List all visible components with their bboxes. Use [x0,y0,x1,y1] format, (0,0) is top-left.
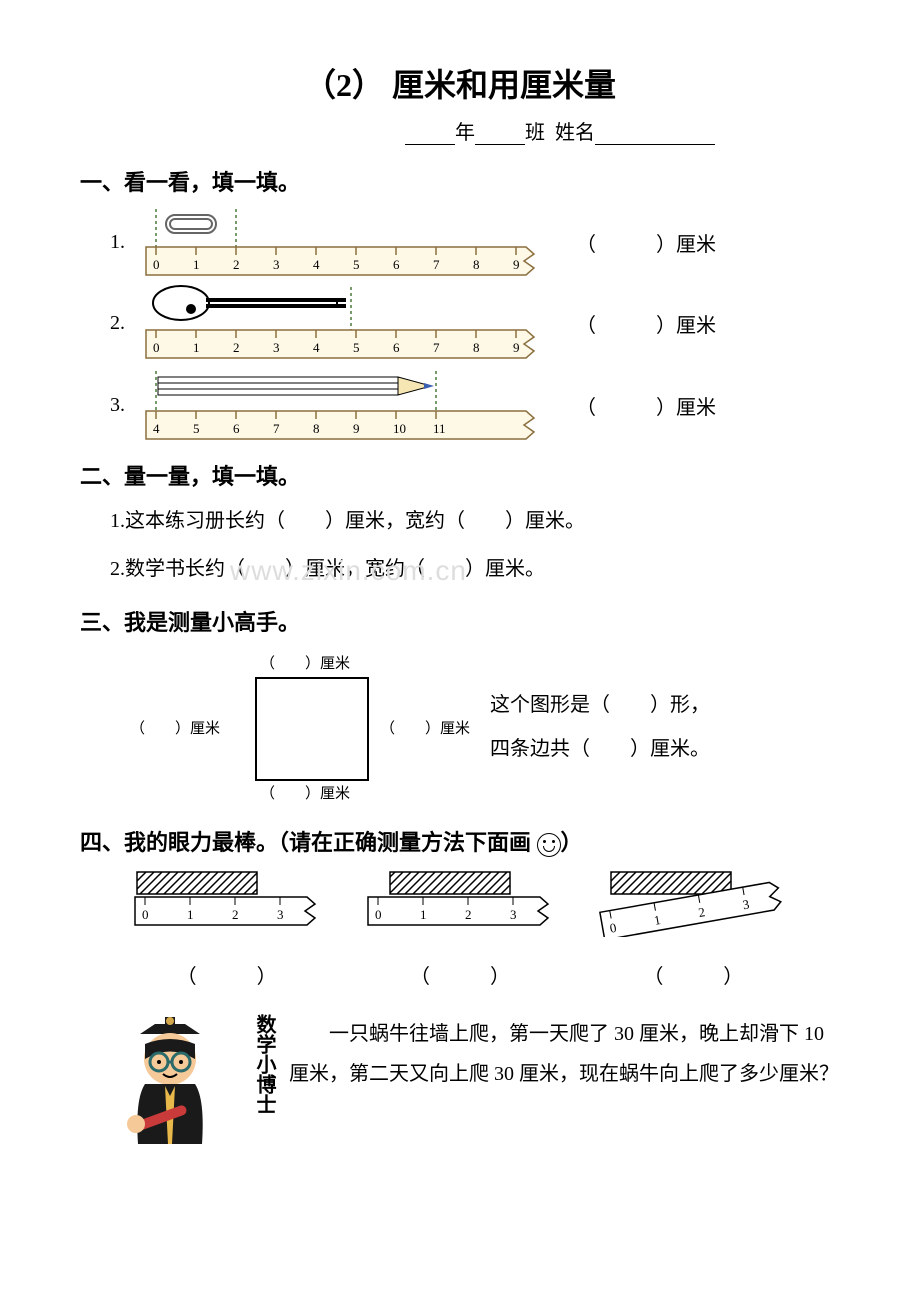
name-blank[interactable] [595,124,715,145]
svg-text:1: 1 [193,257,200,272]
section2-q2-text: 2.数学书长约（ ）厘米，宽约（ ）厘米。 [110,558,545,580]
svg-text:9: 9 [353,421,360,436]
q2-answer[interactable]: （ ）厘米 [576,309,716,338]
section4-head: 四、我的眼力最棒。（请在正确测量方法下面画 ） [80,825,840,857]
svg-text:5: 5 [193,421,200,436]
svg-text:1: 1 [193,340,200,355]
q2-row: 2. 0 1 2 3 4 5 6 7 8 9 （ ）厘米 [110,285,840,361]
name-label: 姓名 [555,122,595,144]
svg-text:6: 6 [233,421,240,436]
svg-text:2: 2 [233,257,240,272]
q1-answer[interactable]: （ ）厘米 [576,228,716,257]
q1-figure: 0 1 2 3 4 5 6 7 8 9 [136,207,536,277]
square-box [255,677,369,781]
svg-text:10: 10 [393,421,406,436]
class-blank[interactable] [475,124,525,145]
svg-text:1: 1 [420,907,427,922]
svg-text:2: 2 [465,907,472,922]
svg-text:7: 7 [433,257,440,272]
svg-text:2: 2 [232,907,239,922]
svg-text:0: 0 [375,907,382,922]
svg-text:3: 3 [273,257,280,272]
eye-item-2: 0 1 2 3 （ ） [360,867,560,989]
shape-top-label[interactable]: （ ）厘米 [260,652,350,673]
shape-desc1[interactable]: 这个图形是（ ）形， [490,683,710,727]
page-title: （2） 厘米和用厘米量 [80,60,840,106]
section2-q2[interactable]: 2.数学书长约（ ）厘米，宽约（ ）厘米。 www.zixin.com.cn [110,551,840,587]
svg-text:0: 0 [153,340,160,355]
q3-answer[interactable]: （ ）厘米 [576,391,716,420]
class-label: 班 [525,122,545,144]
q2-num: 2. [110,312,136,335]
section4-head-prefix: 四、我的眼力最棒。（请在正确测量方法下面画 [80,830,537,855]
shape-right-label[interactable]: （ ）厘米 [380,717,470,738]
smiley-icon [537,833,561,857]
svg-text:5: 5 [353,257,360,272]
doctor-section: 数学小博士 一只蜗牛往墙上爬，第一天爬了 30 厘米，晚上却滑下 10 厘米，第… [110,1014,840,1159]
name-line: 年 班 姓名 [280,116,840,145]
svg-text:5: 5 [353,340,360,355]
svg-text:3: 3 [277,907,284,922]
eye-ruler-3: 0123 [593,867,793,937]
svg-text:1: 1 [187,907,194,922]
section4-head-suffix: ） [561,830,583,855]
eye-paren-1[interactable]: （ ） [127,960,327,989]
svg-text:4: 4 [153,421,160,436]
q1-row: 1. 0 1 2 3 4 5 6 7 8 9 （ ）厘米 [110,207,840,277]
shape-bottom-label[interactable]: （ ）厘米 [260,782,350,803]
doctor-label: 数学小博士 [250,1014,279,1159]
shape-left-label[interactable]: （ ）厘米 [130,717,220,738]
svg-text:9: 9 [513,257,520,272]
eye-item-3: 0123 （ ） [593,867,793,989]
svg-text:11: 11 [433,421,446,436]
q3-num: 3. [110,394,136,417]
svg-text:6: 6 [393,257,400,272]
svg-text:8: 8 [473,340,480,355]
svg-text:9: 9 [513,340,520,355]
svg-text:4: 4 [313,257,320,272]
svg-text:7: 7 [433,340,440,355]
doctor-icon [110,1014,240,1159]
svg-text:3: 3 [510,907,517,922]
svg-text:8: 8 [313,421,320,436]
svg-text:3: 3 [273,340,280,355]
q3-figure: 4 5 6 7 8 9 10 11 [136,369,536,441]
year-blank[interactable] [405,124,455,145]
shape-figure: （ ）厘米 （ ）厘米 （ ）厘米 （ ）厘米 [110,647,490,807]
section1-head: 一、看一看，填一填。 [80,165,840,197]
q3-row: 3. 4 5 6 7 8 9 10 11 （ ）厘米 [110,369,840,441]
eye-ruler-2: 0 1 2 3 [360,867,560,937]
year-label: 年 [455,122,475,144]
svg-text:8: 8 [473,257,480,272]
eye-row: 0123 （ ） 0123 （ ） 0123 （ ） [110,867,810,989]
svg-text:0: 0 [153,257,160,272]
svg-text:2: 2 [233,340,240,355]
section2-head: 二、量一量，填一填。 [80,459,840,491]
eye-item-1: 0 1 2 3 （ ） [127,867,327,989]
eye-paren-2[interactable]: （ ） [360,960,560,989]
eye-paren-3[interactable]: （ ） [593,960,793,989]
svg-text:7: 7 [273,421,280,436]
doctor-text: 一只蜗牛往墙上爬，第一天爬了 30 厘米，晚上却滑下 10 厘米，第二天又向上爬… [289,1014,840,1159]
q2-figure: 0 1 2 3 4 5 6 7 8 9 [136,285,536,361]
svg-text:4: 4 [313,340,320,355]
eye-ruler-1: 0 1 2 3 [127,867,327,937]
shape-desc2[interactable]: 四条边共（ ）厘米。 [490,727,710,771]
svg-text:0: 0 [142,907,149,922]
q1-num: 1. [110,231,136,254]
svg-text:6: 6 [393,340,400,355]
section2-q1[interactable]: 1.这本练习册长约（ ）厘米，宽约（ ）厘米。 [110,503,840,539]
section3-head: 三、我是测量小高手。 [80,605,840,637]
shape-desc: 这个图形是（ ）形， 四条边共（ ）厘米。 [490,683,710,771]
shape-section: （ ）厘米 （ ）厘米 （ ）厘米 （ ）厘米 这个图形是（ ）形， 四条边共（… [110,647,840,807]
